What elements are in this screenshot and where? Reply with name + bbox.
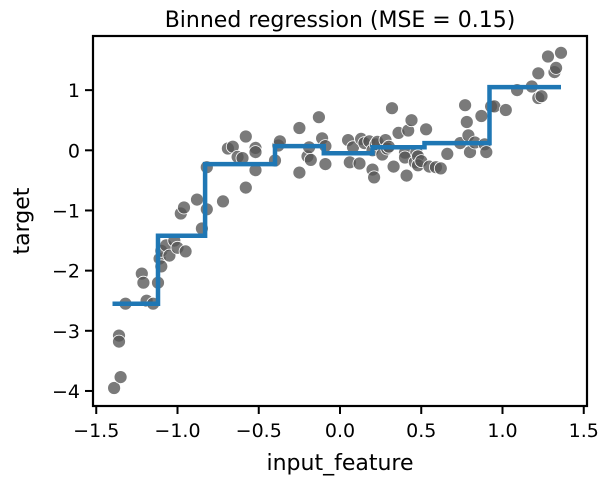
y-tick-label: 1 (68, 80, 80, 102)
data-point (386, 159, 401, 174)
data-point (112, 334, 126, 349)
data-point (459, 115, 474, 129)
data-point (440, 146, 455, 161)
x-axis-label: input_feature (266, 451, 413, 476)
data-point (248, 145, 263, 160)
data-point (352, 156, 367, 171)
data-point (311, 110, 326, 125)
y-tick-label: −2 (52, 261, 80, 283)
data-point (238, 180, 253, 195)
data-point (541, 49, 555, 64)
regression-step-line (112, 84, 561, 306)
data-point (404, 113, 419, 128)
data-point (385, 101, 399, 116)
step-regression-line (112, 84, 561, 306)
data-point (498, 103, 513, 117)
chart-title: Binned regression (MSE = 0.15) (165, 8, 516, 33)
y-tick-label: −4 (52, 381, 80, 403)
data-point (534, 89, 549, 104)
y-axis-label: target (10, 187, 35, 254)
data-point (433, 161, 448, 176)
data-point (113, 370, 128, 385)
data-point (178, 244, 193, 259)
data-point (107, 381, 121, 395)
x-axis-ticks: −1.5 −1.0 −0.5 0.0 0.5 1.0 1.5 (73, 406, 599, 442)
data-point (554, 45, 568, 60)
x-tick-label: −1.5 (73, 420, 119, 442)
y-tick-label: −1 (52, 200, 80, 222)
data-point (458, 98, 473, 113)
data-point (292, 121, 307, 135)
x-tick-label: 0.0 (325, 420, 355, 442)
data-point (238, 129, 253, 144)
data-point (419, 122, 434, 137)
x-tick-label: 1.0 (487, 420, 517, 442)
data-point (399, 168, 414, 183)
data-point (531, 66, 546, 81)
x-tick-label: 0.5 (406, 420, 436, 442)
data-point (136, 275, 151, 290)
data-point (474, 109, 489, 123)
x-tick-label: −0.5 (236, 420, 282, 442)
x-tick-label: 1.5 (569, 420, 599, 442)
scatter-points (107, 45, 568, 395)
data-point (177, 200, 191, 215)
y-tick-label: 0 (68, 140, 80, 162)
y-axis-ticks: −4 −3 −2 −1 0 1 (52, 80, 93, 403)
y-tick-label: −3 (52, 321, 80, 343)
data-point (318, 157, 333, 172)
data-point (190, 192, 204, 207)
data-point (549, 61, 563, 75)
data-point (367, 170, 382, 185)
data-point (303, 152, 318, 167)
x-tick-label: −1.0 (154, 420, 200, 442)
data-point (216, 194, 230, 209)
data-point (479, 145, 494, 160)
data-point (292, 165, 307, 180)
